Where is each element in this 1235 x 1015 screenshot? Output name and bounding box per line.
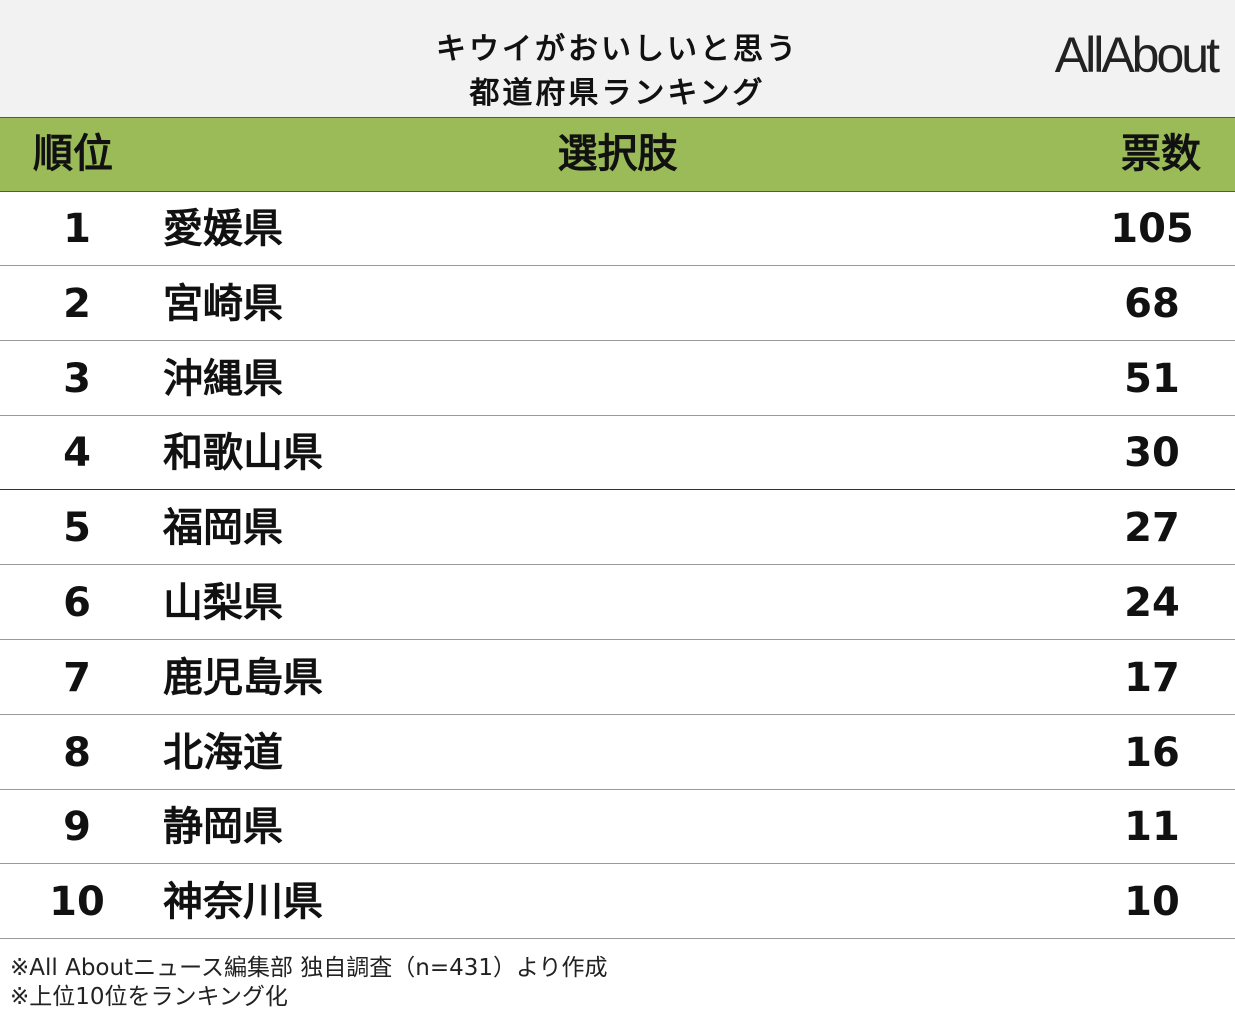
table-row: 9 静岡県 11 [0,789,1235,865]
option: 沖縄県 [163,355,283,402]
votes: 17 [1124,654,1180,701]
table-row: 10 神奈川県 10 [0,864,1235,940]
rank: 3 [63,355,91,402]
option: 山梨県 [163,580,283,626]
option: 宮崎県 [163,280,283,327]
table-row: 1 愛媛県 105 [0,191,1235,266]
option: 愛媛県 [163,206,283,252]
votes: 24 [1124,580,1180,626]
votes: 10 [1124,879,1180,926]
title-line: 都道府県ランキング [469,76,766,111]
table-row: 3 沖縄県 51 [0,341,1235,416]
option: 北海道 [163,729,283,776]
option: 静岡県 [163,804,283,851]
table-row: 8 北海道 16 [0,715,1235,790]
votes: 11 [1124,804,1180,851]
table-row: 2 宮崎県 68 [0,266,1235,341]
table-row: 5 福岡県 27 [0,490,1235,566]
rank: 7 [63,654,91,701]
votes: 51 [1124,355,1180,402]
rank: 5 [63,505,91,552]
rank: 2 [63,280,91,327]
rank: 8 [63,729,91,776]
rank: 9 [63,804,91,851]
footnote: ※上位10位をランキング化 [10,984,288,1010]
rank: 4 [63,430,91,477]
rank: 1 [63,206,91,252]
votes: 30 [1124,430,1180,477]
table-row: 6 山梨県 24 [0,565,1235,640]
option: 和歌山県 [163,430,323,477]
title-line: キウイがおいしいと思う [436,32,799,67]
table-row: 4 和歌山県 30 [0,415,1235,491]
votes: 105 [1110,206,1194,252]
rank: 6 [63,580,91,626]
column-header: 順位 選択肢 票数 [0,117,1235,192]
votes: 68 [1124,280,1180,327]
votes: 16 [1124,729,1180,776]
table-row: 7 鹿児島県 17 [0,640,1235,715]
footnote: ※All Aboutニュース編集部 独自調査（n=431）より作成 [10,955,608,981]
header: キウイがおいしいと思う 都道府県ランキング AllAbout [0,0,1235,117]
option: 福岡県 [163,505,283,552]
column-title: 順位 [33,131,113,177]
column-title: 選択肢 [557,131,678,177]
column-title: 票数 [1121,131,1201,177]
option: 鹿児島県 [163,654,323,701]
votes: 27 [1124,505,1180,552]
logo: AllAbout [1054,27,1220,83]
rank: 10 [49,879,105,926]
option: 神奈川県 [163,879,323,926]
